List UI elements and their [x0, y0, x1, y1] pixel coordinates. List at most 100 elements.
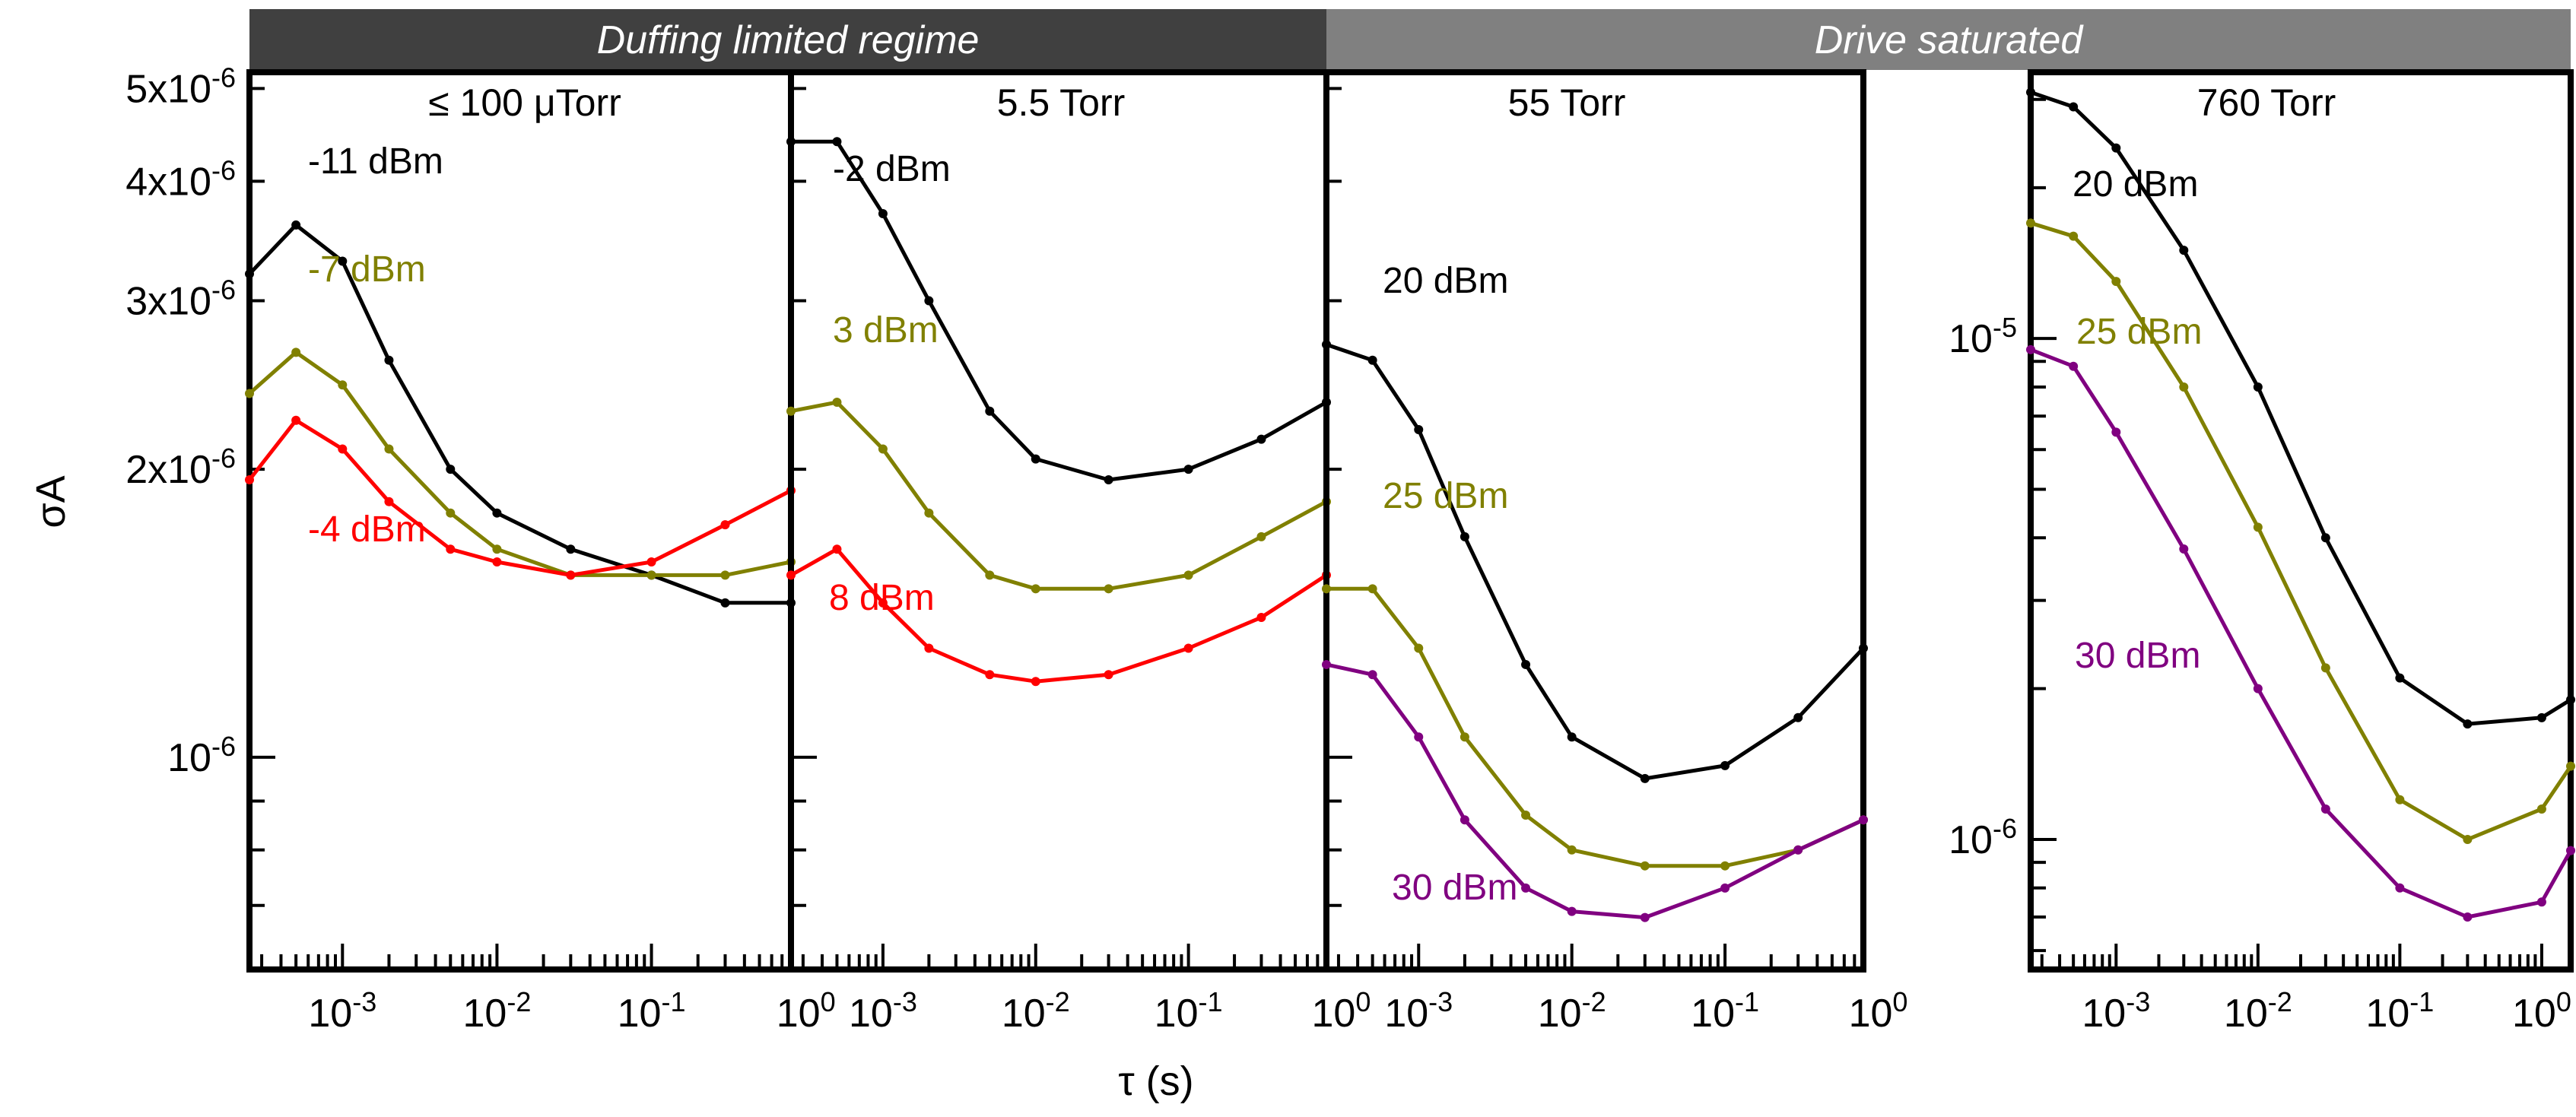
y-ticks: [2031, 97, 2057, 953]
data-point: [1640, 912, 1650, 922]
data-point: [1367, 355, 1377, 365]
y-tick-label-exp: -6: [1993, 813, 2017, 844]
y-axis-label: σA: [28, 475, 74, 528]
data-point: [291, 220, 301, 230]
panel-frame: [788, 69, 1329, 973]
x-ticks: [2040, 944, 2543, 969]
x-tick-label-base: 10: [1691, 992, 1735, 1036]
x-axis-label: τ (s): [1118, 1058, 1193, 1104]
data-point: [2463, 834, 2473, 844]
x-tick-label-base: 10: [1002, 992, 1046, 1036]
data-point: [291, 347, 301, 357]
data-point: [566, 570, 576, 580]
y-tick-label-base: 10: [167, 736, 211, 780]
x-tick-label-exp: -2: [507, 986, 531, 1017]
panel-frame: [1323, 69, 1866, 973]
series-line-1: [2030, 221, 2573, 842]
data-point: [1367, 670, 1377, 680]
x-tick-label: 100: [1312, 986, 1371, 1036]
y-tick-label-exp: -5: [1993, 312, 2017, 343]
regime-banners: Duffing limited regime Drive saturated: [249, 9, 2571, 70]
y-tick-label: 3x10-6: [125, 274, 236, 324]
series-line-0: [1326, 342, 1865, 781]
series-label-1: 25 dBm: [2076, 312, 2202, 352]
data-point: [446, 465, 456, 474]
panel-0: 10-3 10-2 10-1 1005x10-64x10-63x10-62x10-61…: [125, 62, 835, 1036]
data-point: [2179, 544, 2189, 554]
series-label-2: 30 dBm: [1392, 868, 1517, 908]
x-tick-label: 100: [1849, 986, 1908, 1036]
y-tick-label-exp: -6: [211, 62, 236, 93]
y-ticks: [791, 87, 817, 971]
data-point: [338, 380, 348, 390]
data-point: [1183, 643, 1193, 653]
data-point: [1183, 465, 1193, 474]
data-point: [924, 508, 934, 518]
y-tick-label-exp: -6: [211, 154, 236, 186]
x-tick-label: 100: [2512, 986, 2571, 1036]
x-tick-label: 100: [777, 986, 836, 1036]
y-tick-label-exp: -6: [211, 443, 236, 474]
data-point: [338, 444, 348, 454]
data-point: [245, 474, 254, 484]
data-point: [492, 508, 502, 518]
data-point: [2320, 533, 2330, 543]
series-label-2: -4 dBm: [308, 509, 426, 550]
data-point: [2179, 382, 2189, 392]
data-point: [1104, 474, 1113, 484]
y-tick-label: 10-5: [1949, 312, 2017, 361]
x-tick-label-exp: -3: [352, 986, 376, 1017]
data-point: [832, 544, 842, 554]
x-tick-label-base: 10: [462, 992, 507, 1036]
data-point: [1859, 643, 1868, 653]
y-tick-label-base: 4x10: [125, 160, 211, 204]
data-point: [291, 415, 301, 425]
x-tick-label: 10-3: [308, 986, 376, 1036]
data-point: [492, 544, 502, 554]
y-tick-label: 4x10-6: [125, 154, 236, 204]
data-point: [2111, 143, 2121, 153]
x-tick-label-base: 10: [1384, 992, 1428, 1036]
data-point: [1640, 861, 1650, 871]
x-tick-label: 10-2: [1002, 986, 1070, 1036]
data-point: [1521, 883, 1531, 893]
data-point: [2179, 246, 2189, 255]
data-point: [1031, 454, 1040, 464]
data-point: [2253, 522, 2263, 532]
y-tick-label: 10-6: [1949, 813, 2017, 862]
x-tick-label-base: 10: [2082, 992, 2126, 1036]
series-line-0: [791, 139, 1328, 482]
chart-panels: 10-3 10-2 10-1 1005x10-64x10-63x10-62x10-61…: [125, 62, 2575, 1036]
series-label-2: 30 dBm: [2075, 636, 2200, 676]
x-tick-label: 10-1: [2365, 986, 2434, 1036]
x-tick-label: 10-2: [1538, 986, 1606, 1036]
data-point: [985, 406, 995, 416]
y-tick-label-base: 10: [1949, 818, 1993, 862]
data-point: [2395, 883, 2405, 893]
series-line-1: [1326, 586, 1865, 868]
x-tick-label-exp: -1: [2409, 986, 2434, 1017]
x-tick-label-base: 10: [1538, 992, 1582, 1036]
data-point: [2320, 663, 2330, 673]
series-line-1: [248, 350, 792, 577]
data-point: [2395, 795, 2405, 804]
data-point: [2026, 344, 2035, 354]
series-label-0: -11 dBm: [308, 141, 443, 182]
data-point: [1793, 712, 1803, 722]
y-tick-label: 5x10-6: [125, 62, 236, 111]
data-point: [1460, 532, 1469, 541]
series-label-2: 8 dBm: [829, 578, 935, 618]
data-point: [2536, 804, 2546, 814]
y-tick-label-base: 5x10: [125, 67, 211, 111]
data-point: [985, 570, 995, 580]
y-ticks: [249, 87, 275, 971]
x-tick-label: 10-3: [2082, 986, 2150, 1036]
data-point: [2566, 846, 2575, 855]
series-line-2: [789, 547, 1328, 684]
data-point: [1322, 659, 1331, 669]
x-tick-label-exp: -2: [1582, 986, 1606, 1017]
x-ticks: [801, 944, 1328, 969]
data-point: [2320, 804, 2330, 814]
